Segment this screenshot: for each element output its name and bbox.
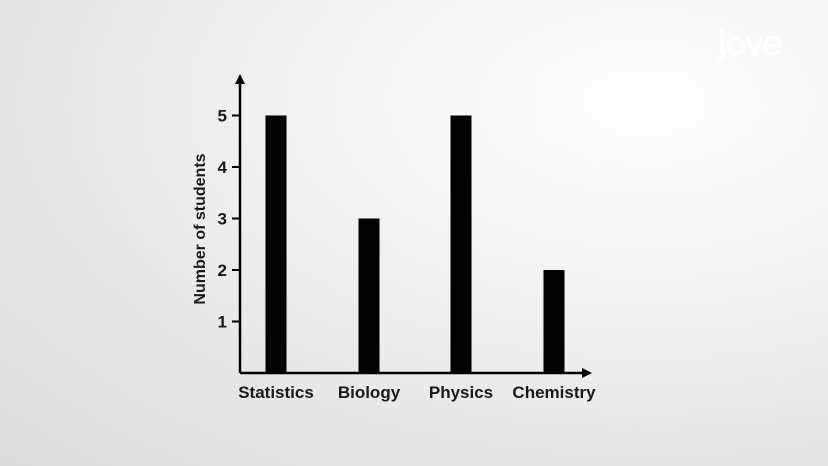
y-axis-title: Number of students <box>192 153 209 304</box>
y-tick-label: 3 <box>218 210 227 229</box>
bar-statistics <box>265 115 287 372</box>
jove-logo <box>715 28 782 61</box>
x-category-label: Statistics <box>238 383 314 402</box>
y-tick-label: 4 <box>218 158 228 177</box>
bar-physics <box>450 115 472 372</box>
x-category-label: Physics <box>429 383 493 402</box>
y-axis-ticks: 1 2 3 4 5 <box>218 107 240 332</box>
chart-bars <box>265 115 565 372</box>
chart-axes <box>235 74 592 378</box>
y-tick-label: 1 <box>218 313 227 332</box>
y-tick-label: 2 <box>218 261 227 280</box>
bar-biology <box>358 218 380 372</box>
x-category-label: Biology <box>338 383 401 402</box>
x-axis-arrow <box>582 368 592 378</box>
x-category-label: Chemistry <box>512 383 596 402</box>
bar-chemistry <box>543 270 565 372</box>
y-axis-arrow <box>235 74 245 84</box>
x-axis-labels: Statistics Biology Physics Chemistry <box>238 383 596 402</box>
y-tick-label: 5 <box>218 107 227 126</box>
